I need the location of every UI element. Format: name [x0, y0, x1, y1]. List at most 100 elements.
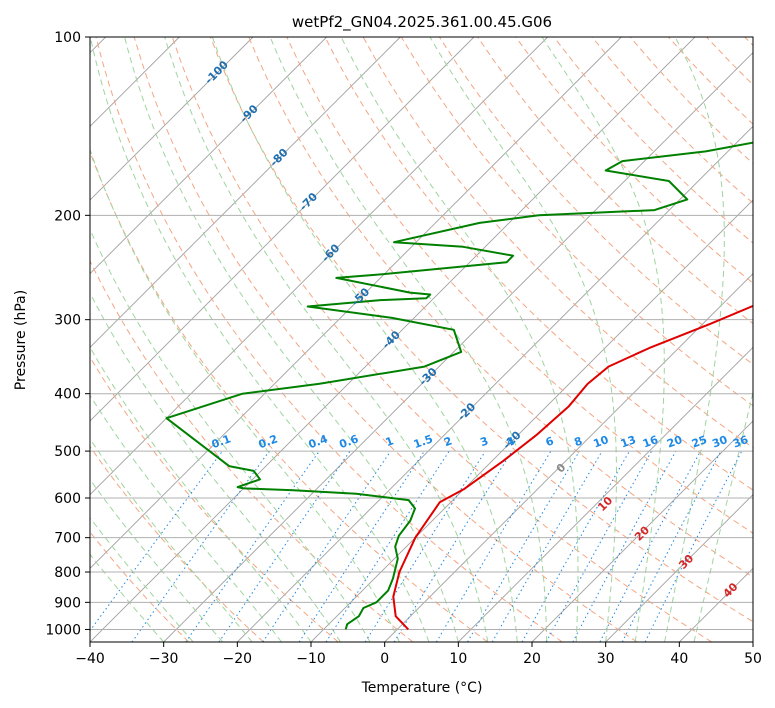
mixing-ratio-line — [435, 450, 552, 642]
mixing-ratio-label: 1 — [384, 434, 396, 449]
mixing-ratio-label: 8 — [572, 434, 584, 449]
x-tick-label: −30 — [149, 651, 179, 667]
moist-adiabat-line — [269, 37, 548, 642]
isotherm-line — [237, 125, 753, 642]
moist-adiabat-line — [90, 478, 223, 642]
y-tick-label: 600 — [54, 491, 81, 507]
x-tick-label: 20 — [523, 651, 541, 667]
mixing-ratio-label: 3 — [478, 434, 490, 449]
mixing-ratio-line — [325, 450, 450, 642]
moist-adiabat-line — [90, 438, 253, 642]
moist-adiabat-line — [693, 390, 753, 642]
dewpoint-line — [165, 141, 753, 630]
y-tick-label: 500 — [54, 444, 81, 460]
moist-adiabat-line — [664, 37, 725, 642]
moist-adiabat-line — [90, 346, 312, 642]
mixing-ratio-line — [572, 450, 677, 642]
moist-adiabat-line — [90, 37, 430, 642]
mixing-ratio-label: 0.2 — [257, 432, 280, 451]
y-tick-label: 900 — [54, 595, 81, 611]
background-lines — [90, 37, 753, 642]
moist-adiabat-line — [211, 37, 518, 642]
mixing-ratio-label: 0.1 — [210, 432, 233, 451]
moist-adiabat-line — [90, 228, 371, 642]
x-tick-label: 0 — [380, 651, 389, 667]
moist-adiabat-line — [541, 37, 665, 642]
isotherm-line — [90, 37, 696, 642]
mixing-ratio-label: 20 — [665, 433, 684, 451]
mixing-ratio-label: 4 — [505, 434, 517, 449]
x-tick-label: −20 — [223, 651, 253, 667]
mixing-ratio-line — [185, 450, 320, 642]
dry-adiabat-line — [95, 37, 563, 642]
dry-adiabat-line — [210, 37, 753, 623]
mixing-ratio-label: 6 — [544, 434, 556, 449]
isotherm-line — [90, 37, 327, 275]
mixing-ratio-label: 25 — [690, 433, 709, 450]
dry-adiabat-line — [90, 259, 414, 642]
temperature-line — [392, 304, 753, 631]
x-axis-ticks: −40 −30 −20 −10 0 10 20 30 40 50 — [75, 642, 762, 667]
moist-adiabat-line — [124, 37, 459, 642]
y-tick-label: 300 — [54, 313, 81, 329]
x-tick-label: 10 — [449, 651, 467, 667]
dry-adiabat-line — [324, 37, 753, 491]
dry-adiabat-line — [90, 445, 264, 642]
y-axis-label: Pressure (hPa) — [13, 290, 29, 390]
y-tick-label: 100 — [54, 30, 81, 46]
x-tick-label: 50 — [744, 651, 762, 667]
moist-adiabat-line — [90, 553, 165, 642]
moist-adiabat-line — [340, 37, 579, 642]
isotherm-line — [90, 37, 254, 201]
dry-adiabat-line — [515, 37, 753, 284]
y-tick-label: 700 — [54, 531, 81, 547]
plot-frame — [89, 36, 754, 643]
y-tick-label: 200 — [54, 208, 81, 224]
mixing-ratio-label: 13 — [619, 433, 638, 450]
isotherm-line — [163, 52, 753, 642]
dry-adiabat-line — [171, 37, 712, 642]
dry-adiabat-line — [286, 37, 753, 534]
mixing-ratio-line — [364, 450, 486, 642]
sounding-series — [165, 141, 753, 631]
mixing-ratio-label: 16 — [641, 433, 660, 451]
mixing-ratio-label: 30 — [710, 433, 729, 451]
y-axis-ticks: 100 200 300 400 500 600 700 800 900 1000 — [45, 30, 90, 638]
y-tick-label: 1000 — [45, 622, 81, 638]
moist-adiabat-line — [429, 37, 617, 642]
x-axis-label: Temperature (°C) — [361, 680, 483, 696]
mixing-ratio-line — [218, 450, 351, 642]
mixing-ratio-label: 36 — [731, 433, 750, 451]
moist-adiabat-line — [90, 516, 194, 642]
mixing-ratio-label: 10 — [592, 433, 611, 451]
mixing-ratio-line — [298, 450, 425, 642]
mixing-ratio-line — [262, 450, 392, 642]
y-tick-label: 400 — [54, 387, 81, 403]
x-tick-label: −10 — [296, 651, 326, 667]
mixing-ratio-label: 2 — [442, 434, 454, 449]
x-tick-label: 30 — [597, 651, 615, 667]
moist-adiabat-line — [90, 292, 341, 642]
isotherm-line — [384, 273, 753, 642]
dry-adiabat-line — [248, 37, 753, 578]
isotherm-line — [90, 37, 548, 496]
mixing-ratio-label: 1.5 — [412, 432, 435, 451]
mixing-ratio-line — [599, 450, 701, 642]
chart-title: wetPf2_GN04.2025.361.00.45.G06 — [292, 13, 552, 32]
isotherm-line — [90, 37, 401, 348]
y-tick-label: 800 — [54, 565, 81, 581]
moist-adiabat-line — [164, 37, 489, 642]
mixing-ratio-label: 0.6 — [338, 432, 361, 451]
mixing-ratio-line — [467, 450, 580, 642]
mixing-ratio-label: 0.4 — [307, 432, 330, 451]
x-tick-label: −40 — [75, 651, 105, 667]
isotherm-line — [605, 494, 753, 642]
isotherm-line — [458, 346, 753, 642]
moist-adiabat-line — [90, 148, 400, 642]
isotherm-line — [531, 420, 753, 642]
isotherm-line — [90, 37, 622, 569]
mixing-ratio-line — [393, 450, 513, 642]
x-tick-label: 40 — [670, 651, 688, 667]
